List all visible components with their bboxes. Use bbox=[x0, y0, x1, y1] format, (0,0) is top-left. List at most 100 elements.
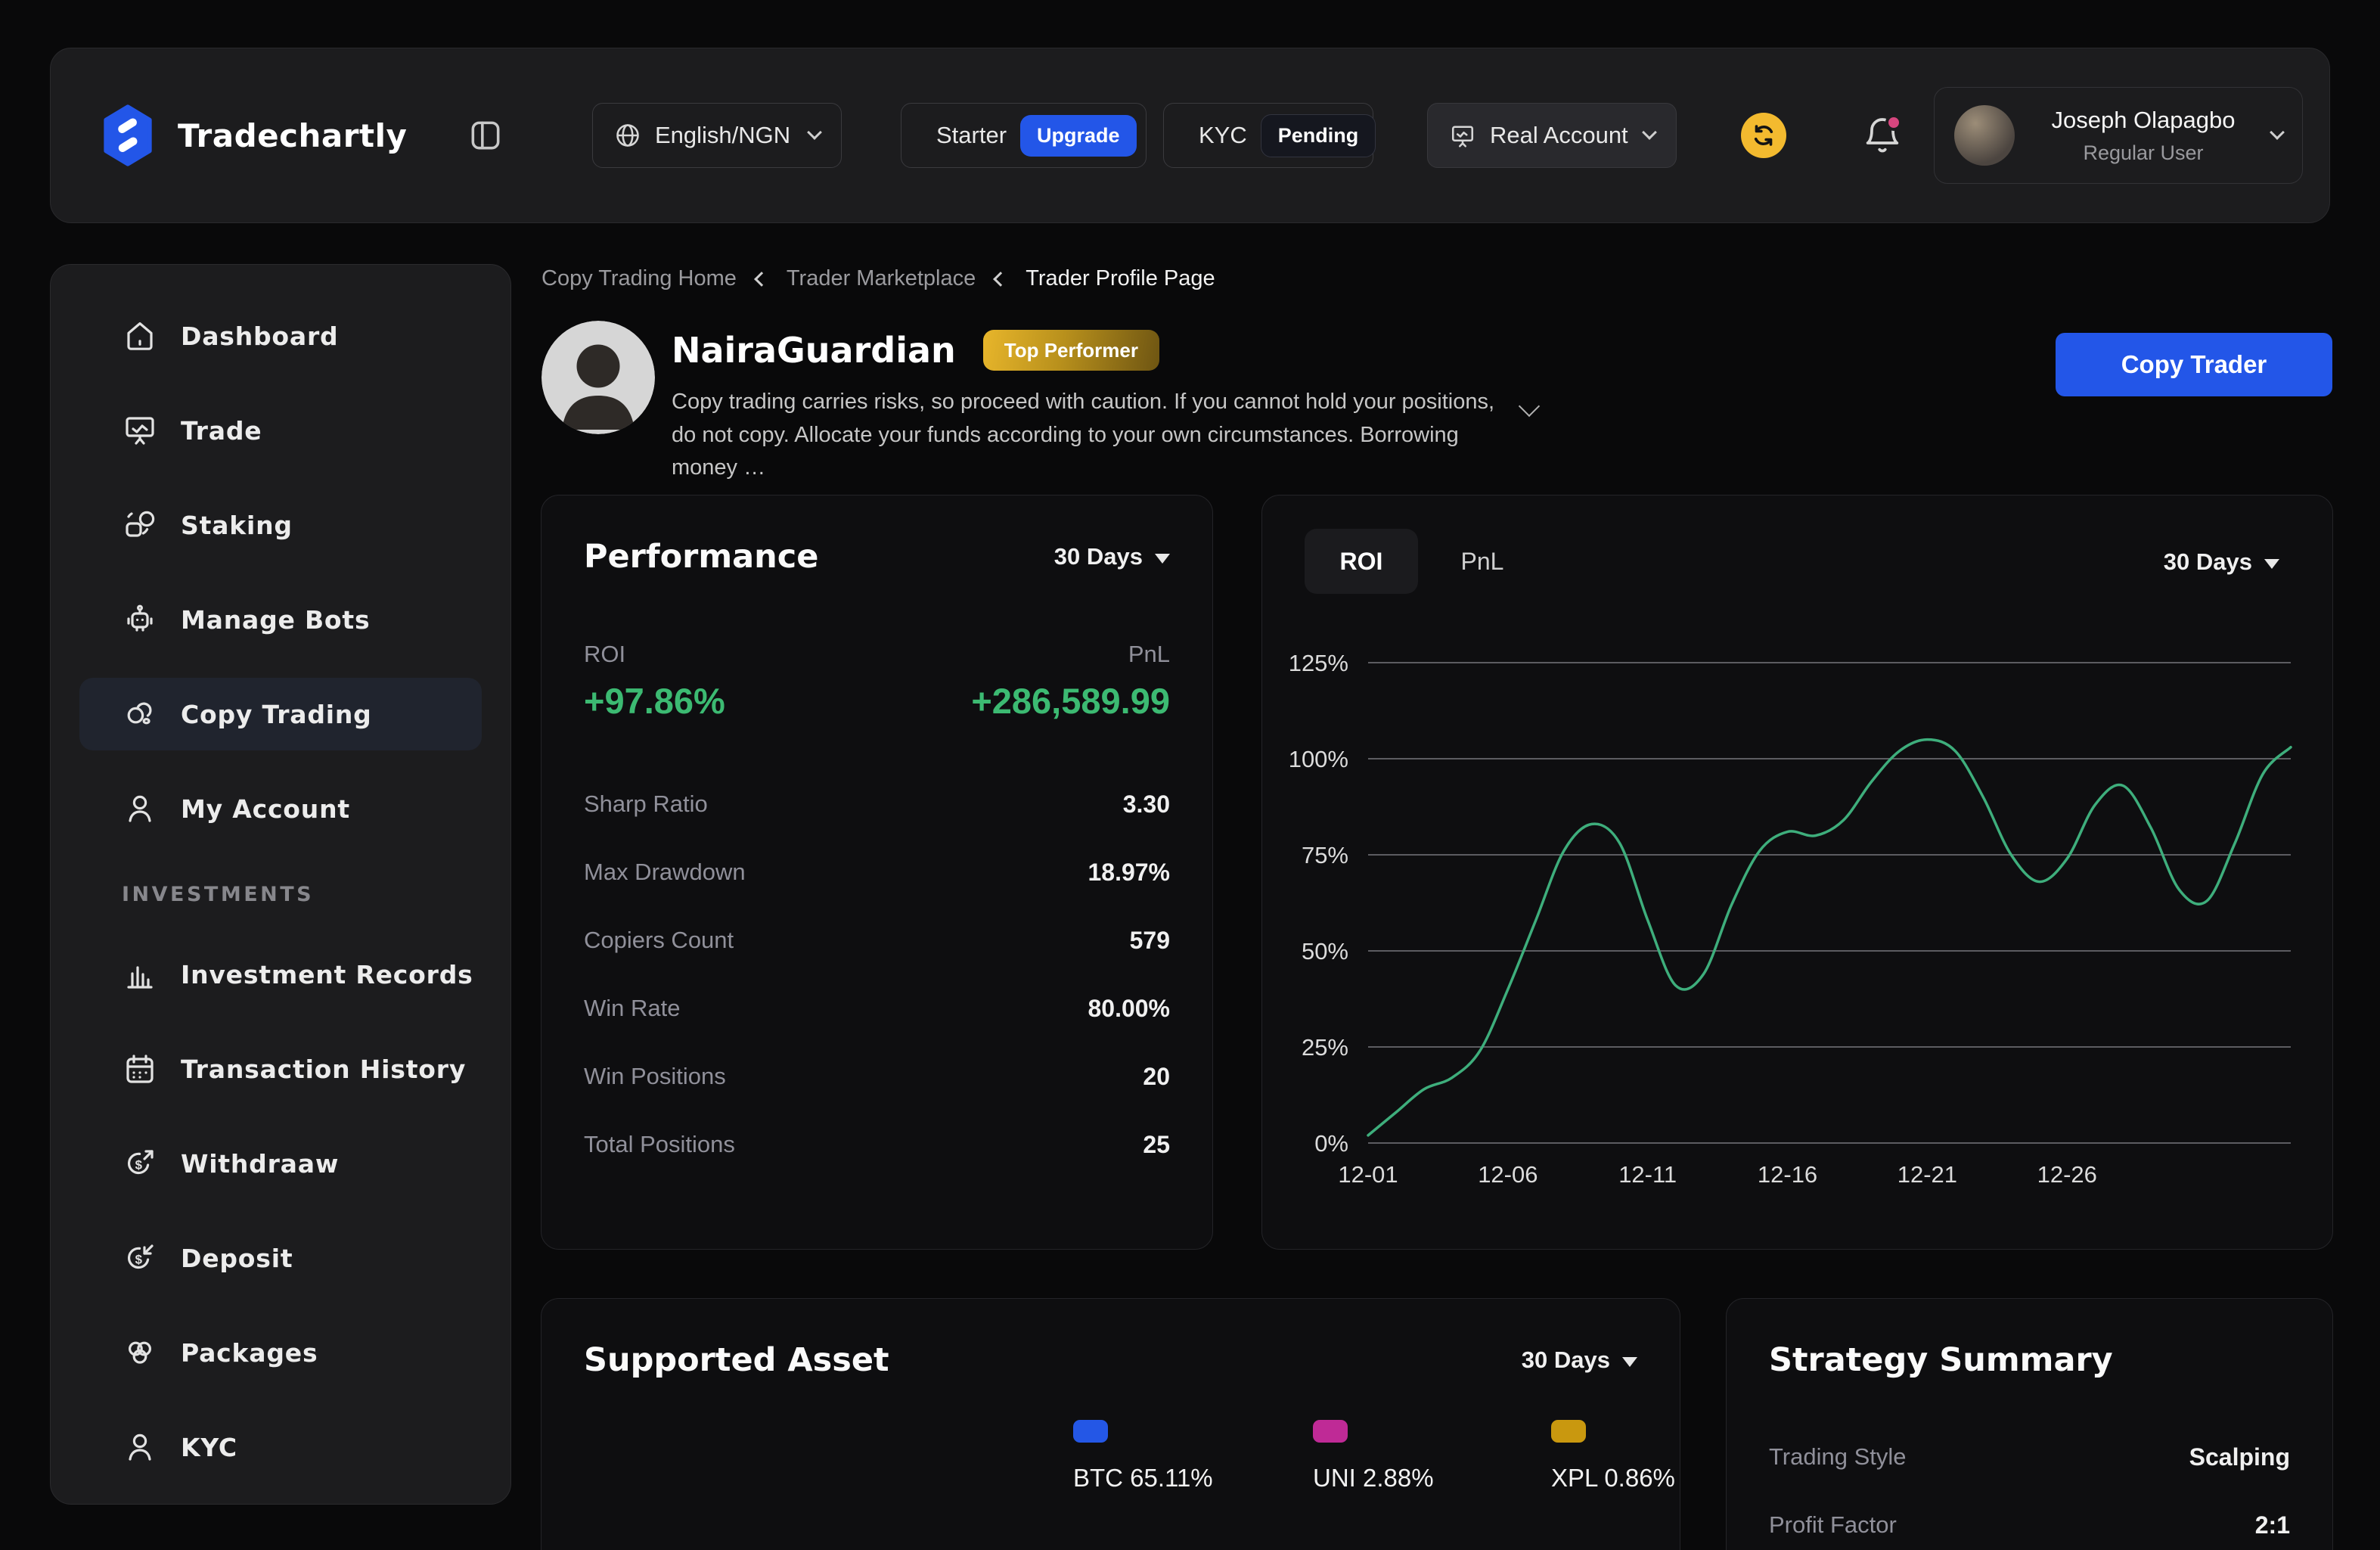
plan-chip[interactable]: Starter Upgrade bbox=[901, 103, 1147, 168]
refresh-button[interactable] bbox=[1741, 113, 1786, 158]
sidebar-item-kyc[interactable]: KYC bbox=[79, 1411, 482, 1483]
description-expand-button[interactable] bbox=[1518, 395, 1541, 418]
sidebar-item-my-account[interactable]: My Account bbox=[79, 772, 482, 845]
sidebar-item-copy-trading[interactable]: Copy Trading bbox=[79, 678, 482, 750]
app-title: Tradechartly bbox=[178, 116, 408, 154]
roi-line-chart: 0% 25% 50% 75% 100% 125% 12-01 12-06 12-11 12-16 1… bbox=[1289, 650, 2292, 1188]
user-id-icon bbox=[122, 1429, 158, 1465]
bot-icon bbox=[122, 601, 158, 638]
chevron-down-icon bbox=[1518, 395, 1541, 418]
svg-text:12-01: 12-01 bbox=[1338, 1161, 1398, 1188]
kyc-chip[interactable]: KYC Pending bbox=[1163, 103, 1376, 168]
sidebar-item-dashboard[interactable]: Dashboard bbox=[79, 300, 482, 372]
chevron-down-icon bbox=[2270, 125, 2285, 140]
tab-pnl[interactable]: PnL bbox=[1460, 547, 1504, 575]
svg-text:75%: 75% bbox=[1302, 842, 1348, 868]
strategy-row: Profit Factor 2:1 bbox=[1769, 1511, 2290, 1539]
svg-text:12-21: 12-21 bbox=[1897, 1161, 1957, 1188]
breadcrumb: Copy Trading Home Trader Marketplace Tra… bbox=[541, 266, 1215, 291]
sidebar-item-transaction-history[interactable]: Transaction History bbox=[79, 1033, 482, 1105]
chevron-left-icon bbox=[754, 271, 769, 287]
stat-row: Copiers Count 579 bbox=[584, 926, 1170, 954]
sidebar-item-trade[interactable]: Trade bbox=[79, 394, 482, 467]
tab-roi[interactable]: ROI bbox=[1305, 529, 1418, 594]
upgrade-button[interactable]: Upgrade bbox=[1020, 114, 1137, 157]
sidebar-item-staking[interactable]: Staking bbox=[79, 489, 482, 561]
notification-dot bbox=[1885, 114, 1902, 131]
asset-period-dropdown[interactable]: 30 Days bbox=[1522, 1347, 1637, 1374]
copy-trading-icon bbox=[122, 696, 158, 732]
breadcrumb-trader-marketplace[interactable]: Trader Marketplace bbox=[786, 266, 976, 290]
top-header: Tradechartly English/NGN Starter Upgrade… bbox=[50, 48, 2330, 223]
chevron-down-icon bbox=[1642, 125, 1657, 140]
legend-item-xpl: XPL 0.86% bbox=[1551, 1420, 1675, 1493]
sidebar: Dashboard Trade Staking Manage Bots Copy… bbox=[50, 264, 511, 1505]
profile-menu[interactable]: Joseph Olapagbo Regular User bbox=[1934, 87, 2303, 184]
withdraw-icon: $ bbox=[122, 1145, 158, 1182]
refresh-icon bbox=[1749, 121, 1778, 150]
chart-period-dropdown[interactable]: 30 Days bbox=[2164, 548, 2279, 576]
stat-row: Win Rate 80.00% bbox=[584, 994, 1170, 1022]
svg-text:12-26: 12-26 bbox=[2037, 1161, 2097, 1188]
calendar-icon bbox=[122, 1051, 158, 1087]
performance-card: Performance 30 Days ROI PnL +97.86% +286… bbox=[541, 495, 1213, 1250]
xpl-swatch bbox=[1551, 1420, 1586, 1443]
pnl-value: +286,589.99 bbox=[971, 681, 1170, 721]
caret-down-icon bbox=[1622, 1356, 1637, 1367]
stat-row: Total Positions 25 bbox=[584, 1130, 1170, 1158]
svg-text:100%: 100% bbox=[1289, 746, 1348, 772]
notifications-button[interactable] bbox=[1861, 114, 1904, 157]
kyc-label: KYC bbox=[1199, 122, 1247, 148]
language-selector[interactable]: English/NGN bbox=[592, 103, 842, 168]
breadcrumb-copy-trading-home[interactable]: Copy Trading Home bbox=[541, 266, 737, 290]
trader-avatar bbox=[541, 321, 655, 434]
legend-item-uni: UNI 2.88% bbox=[1313, 1420, 1434, 1493]
globe-icon bbox=[614, 122, 641, 149]
stat-row: Sharp Ratio 3.30 bbox=[584, 790, 1170, 818]
account-type-selector[interactable]: Real Account bbox=[1427, 103, 1677, 168]
coins-icon bbox=[122, 507, 158, 543]
performance-title: Performance bbox=[584, 538, 819, 576]
presentation-chart-icon bbox=[1449, 122, 1476, 149]
supported-asset-card: Supported Asset 30 Days BTC 65.11% UNI 2… bbox=[541, 1298, 1680, 1550]
sidebar-item-packages[interactable]: Packages bbox=[79, 1316, 482, 1389]
uni-swatch bbox=[1313, 1420, 1348, 1443]
trader-description: Copy trading carries risks, so proceed w… bbox=[672, 390, 1495, 480]
user-icon bbox=[122, 791, 158, 827]
svg-text:25%: 25% bbox=[1302, 1034, 1348, 1061]
strategy-row: Trading Style Scalping bbox=[1769, 1443, 2290, 1471]
language-label: English/NGN bbox=[655, 122, 791, 148]
strategy-summary-card: Strategy Summary Trading Style Scalping P… bbox=[1726, 1298, 2333, 1550]
sidebar-item-withdraw[interactable]: $ Withdraaw bbox=[79, 1127, 482, 1200]
btc-swatch bbox=[1073, 1420, 1108, 1443]
pnl-label: PnL bbox=[1128, 641, 1170, 667]
sidebar-item-manage-bots[interactable]: Manage Bots bbox=[79, 583, 482, 656]
performance-period-label: 30 Days bbox=[1053, 543, 1143, 570]
sidebar-item-investment-records[interactable]: Investment Records bbox=[79, 938, 482, 1011]
sidebar-item-deposit[interactable]: $ Deposit bbox=[79, 1222, 482, 1294]
chevron-down-icon bbox=[807, 125, 822, 140]
svg-text:12-06: 12-06 bbox=[1478, 1161, 1538, 1188]
packages-icon bbox=[122, 1334, 158, 1371]
roi-chart-card: ROI PnL 30 Days 0% 25% 50% 75% 100% 125% 12-01… bbox=[1261, 495, 2333, 1250]
user-name: Joseph Olapagbo bbox=[2051, 106, 2236, 133]
tradechartly-logo-icon bbox=[99, 104, 157, 167]
bar-chart-icon bbox=[122, 956, 158, 992]
svg-text:50%: 50% bbox=[1302, 938, 1348, 964]
chart-tabs: ROI PnL bbox=[1305, 529, 2290, 594]
user-role: Regular User bbox=[2083, 141, 2204, 164]
copy-trader-button[interactable]: Copy Trader bbox=[2056, 333, 2332, 396]
top-performer-badge: Top Performer bbox=[982, 330, 1159, 371]
deposit-icon: $ bbox=[122, 1240, 158, 1276]
stat-row: Win Positions 20 bbox=[584, 1062, 1170, 1090]
roi-value: +97.86% bbox=[584, 681, 725, 721]
performance-period-dropdown[interactable]: 30 Days bbox=[1054, 543, 1170, 570]
svg-text:0%: 0% bbox=[1314, 1130, 1348, 1157]
sidebar-section-investments: INVESTMENTS bbox=[122, 883, 315, 906]
sidebar-toggle-button[interactable] bbox=[467, 116, 504, 154]
supported-asset-title: Supported Asset bbox=[584, 1341, 889, 1379]
account-type-label: Real Account bbox=[1490, 122, 1628, 148]
legend-item-btc: BTC 65.11% bbox=[1073, 1420, 1213, 1493]
plan-label: Starter bbox=[936, 122, 1007, 148]
trade-chart-icon bbox=[122, 412, 158, 449]
